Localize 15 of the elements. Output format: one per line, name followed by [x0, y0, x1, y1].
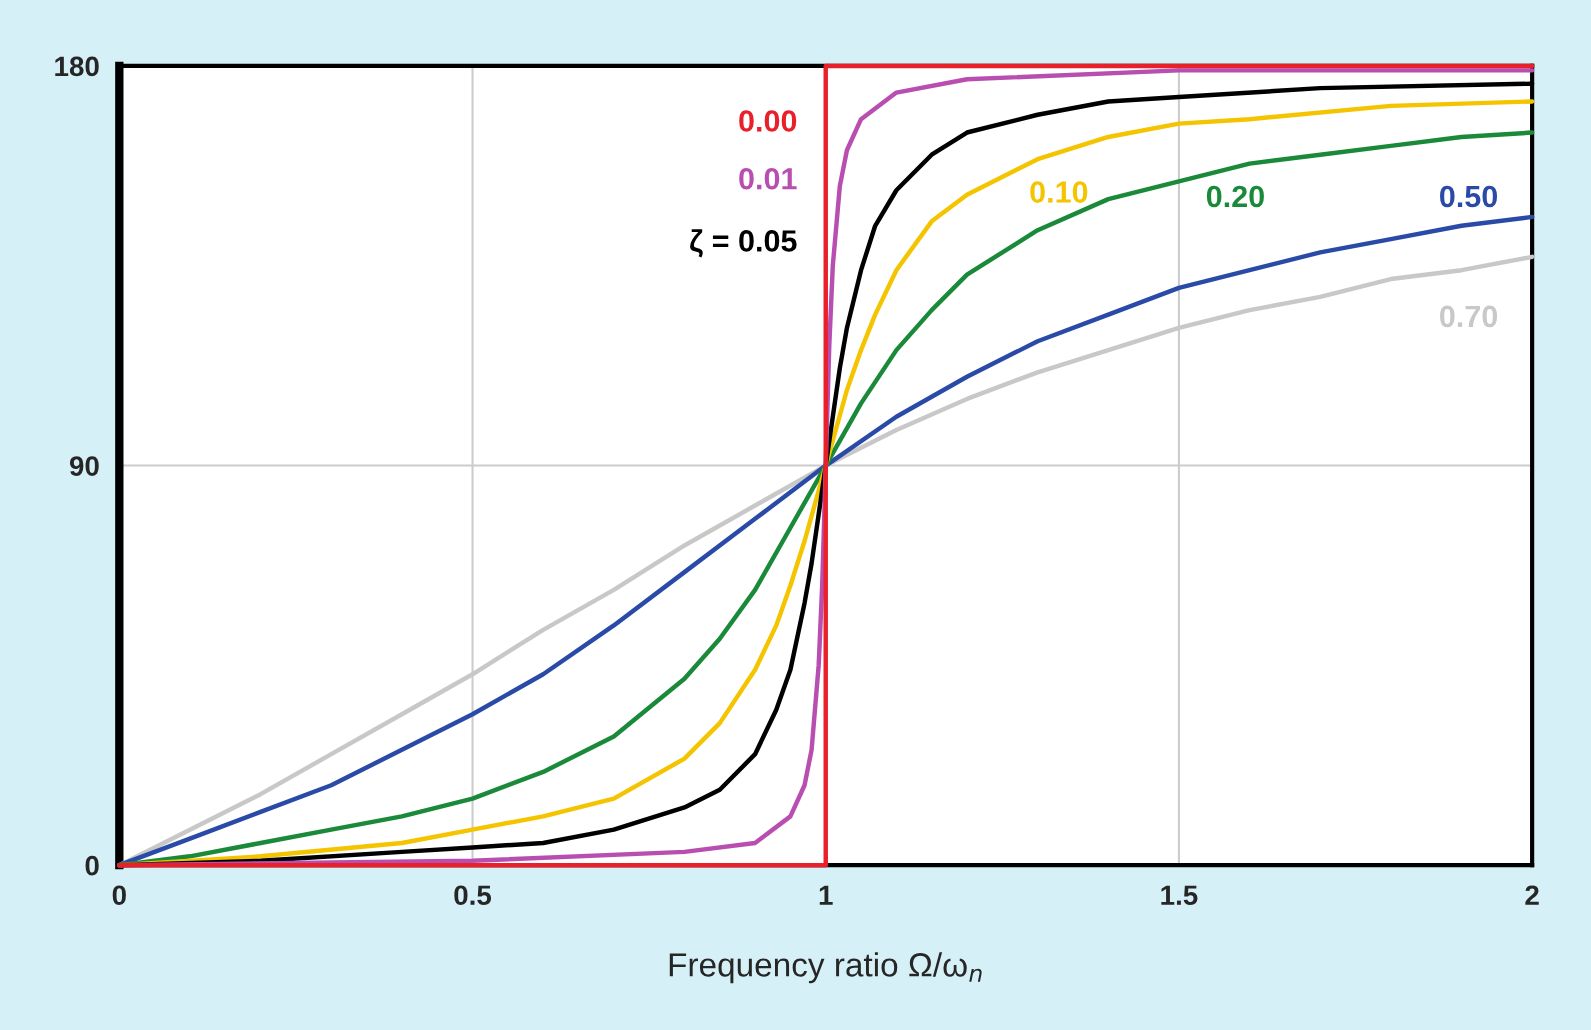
y-tick-label: 180	[55, 56, 99, 77]
y-tick-label: 90	[69, 456, 99, 476]
series-label: 0.50	[1440, 185, 1498, 208]
series-label: 0.00	[739, 110, 797, 132]
x-tick-label: 0.5	[454, 885, 492, 906]
series-label: 0.01	[739, 167, 797, 190]
x-tick-label: 1.5	[1161, 885, 1198, 906]
series-label: 0.20	[1206, 185, 1264, 208]
x-tick-label: 0	[112, 885, 126, 906]
x-tick-label: 1	[819, 885, 833, 905]
x-axis-title: Frequency ratio Ω/ω$_{n}$	[669, 952, 982, 984]
x-tick-label: 2	[1525, 885, 1539, 905]
series-label: 0.10	[1030, 181, 1088, 203]
text: ζ = 0.05	[690, 229, 797, 258]
y-tick-label: 0	[85, 855, 99, 876]
